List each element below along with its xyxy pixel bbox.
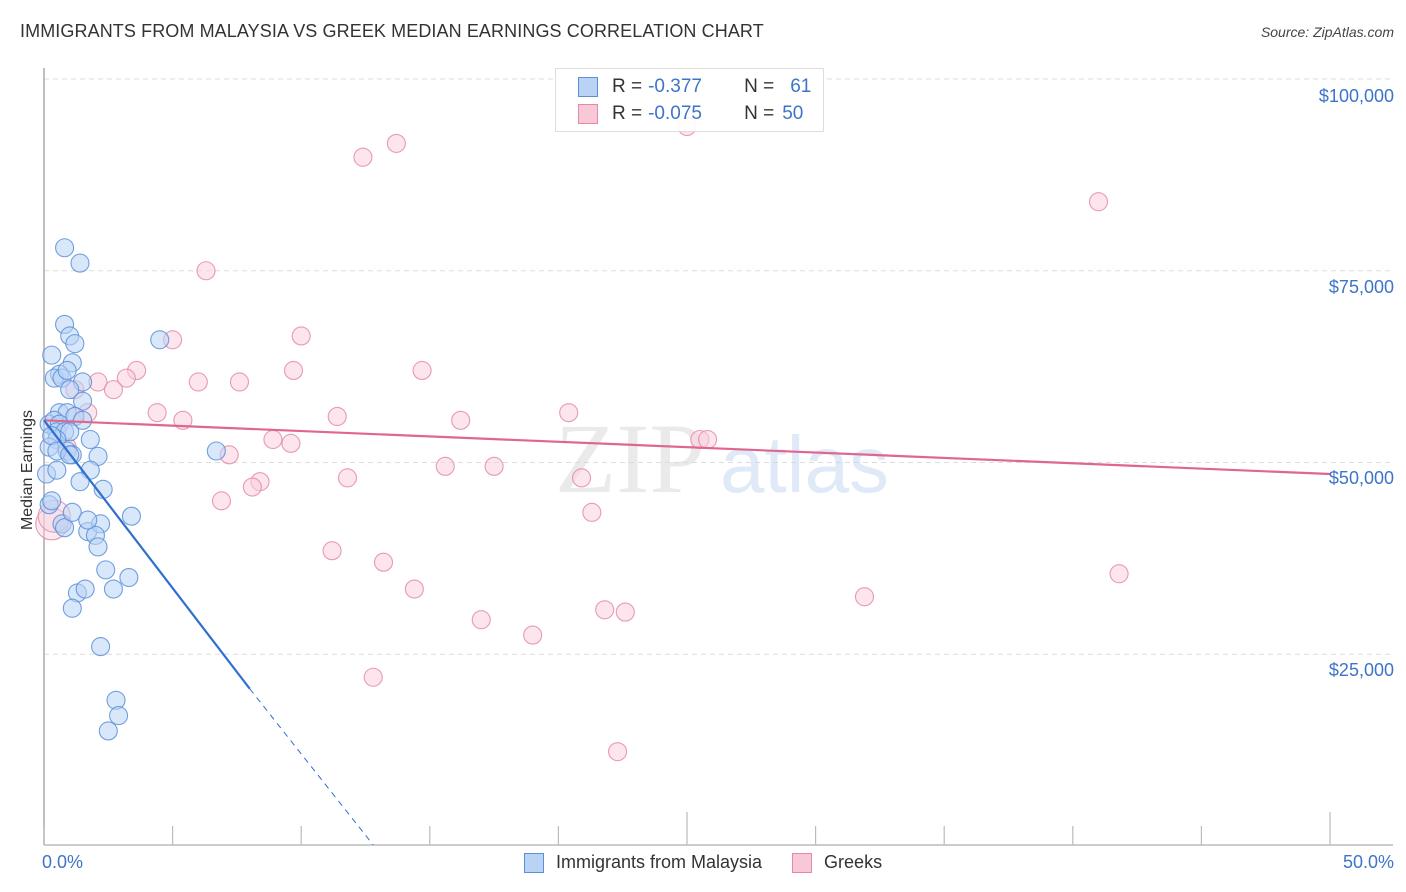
greeks-swatch-icon <box>578 104 598 124</box>
legend-row-greeks: R = -0.075 N = 50 <box>578 102 803 126</box>
correlation-legend: R = -0.377 N = 61 R = -0.075 N = 50 <box>555 68 824 132</box>
n-label: N = <box>744 103 775 124</box>
r-value: -0.377 <box>648 76 702 97</box>
y-tick-75000: $75,000 <box>1328 277 1394 297</box>
n-label: N = <box>744 76 775 97</box>
gridlines <box>44 78 1393 655</box>
greeks-legend-swatch-icon <box>792 852 813 873</box>
axes <box>43 68 1393 846</box>
malaysia-legend-swatch-icon <box>524 852 544 873</box>
legend-label-greeks: Greeks <box>824 852 883 872</box>
r-value: -0.075 <box>648 103 702 124</box>
legend-label-malaysia: Immigrants from Malaysia <box>556 852 763 872</box>
malaysia-points <box>37 238 226 741</box>
trend-lines <box>43 419 1331 846</box>
x-tick-50: 50.0% <box>1342 852 1394 872</box>
legend-item-greeks: Greeks <box>792 852 882 873</box>
y-tick-25000: $25,000 <box>1328 660 1394 680</box>
legend-row-malaysia: R = -0.377 N = 61 <box>578 75 811 99</box>
zipatlas-watermark: ZIP atlas <box>555 403 889 514</box>
svg-text:atlas: atlas <box>720 420 889 509</box>
y-tick-100000: $100,000 <box>1318 86 1394 106</box>
series-legend: Immigrants from Malaysia Greeks <box>524 852 912 873</box>
malaysia-swatch-icon <box>578 77 598 97</box>
chart-title: IMMIGRANTS FROM MALAYSIA VS GREEK MEDIAN… <box>20 21 764 41</box>
source-label: Source: ZipAtlas.com <box>1260 24 1394 40</box>
r-label: R = <box>612 103 643 124</box>
r-label: R = <box>612 76 643 97</box>
svg-text:ZIP: ZIP <box>555 403 705 514</box>
n-value: 50 <box>782 103 804 124</box>
x-tick-0: 0.0% <box>42 852 84 872</box>
y-tick-50000: $50,000 <box>1328 468 1394 488</box>
y-axis-label: Median Earnings <box>19 409 36 531</box>
legend-item-malaysia: Immigrants from Malaysia <box>524 852 762 873</box>
n-value: 61 <box>790 76 812 97</box>
